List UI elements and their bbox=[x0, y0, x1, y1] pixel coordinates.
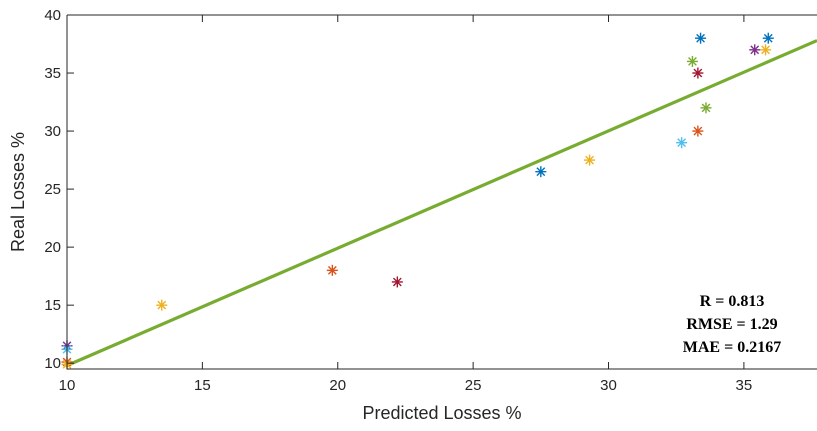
annotation-r: R = 0.813 bbox=[700, 293, 765, 310]
data-point bbox=[584, 154, 596, 166]
x-tick-label: 35 bbox=[736, 377, 753, 394]
x-tick-label: 10 bbox=[59, 377, 76, 394]
y-tick-label: 20 bbox=[44, 239, 61, 256]
x-tick-label: 15 bbox=[194, 377, 211, 394]
data-point bbox=[749, 44, 761, 56]
data-point bbox=[391, 276, 403, 288]
data-point bbox=[326, 264, 338, 276]
x-tick-label: 25 bbox=[465, 377, 482, 394]
y-tick-label: 30 bbox=[44, 123, 61, 140]
data-point bbox=[695, 32, 707, 44]
y-tick-label: 15 bbox=[44, 297, 61, 314]
y-axis-label: Real Losses % bbox=[8, 132, 28, 252]
x-tick-label: 20 bbox=[329, 377, 346, 394]
regression-line bbox=[66, 39, 817, 367]
y-tick-label: 10 bbox=[44, 355, 61, 372]
data-point bbox=[156, 299, 168, 311]
data-point bbox=[692, 125, 704, 137]
y-tick-label: 25 bbox=[44, 181, 61, 198]
data-point bbox=[535, 166, 547, 178]
annotation-rmse: RMSE = 1.29 bbox=[686, 316, 777, 333]
data-point bbox=[676, 137, 688, 149]
annotation-mae: MAE = 0.2167 bbox=[683, 339, 781, 356]
data-point bbox=[760, 44, 772, 56]
x-axis-label: Predicted Losses % bbox=[362, 403, 521, 423]
x-tick-label: 30 bbox=[600, 377, 617, 394]
data-point bbox=[700, 102, 712, 114]
y-tick-label: 35 bbox=[44, 65, 61, 82]
data-point bbox=[692, 67, 704, 79]
data-point bbox=[686, 55, 698, 67]
data-point bbox=[762, 32, 774, 44]
y-tick-label: 40 bbox=[44, 7, 61, 24]
